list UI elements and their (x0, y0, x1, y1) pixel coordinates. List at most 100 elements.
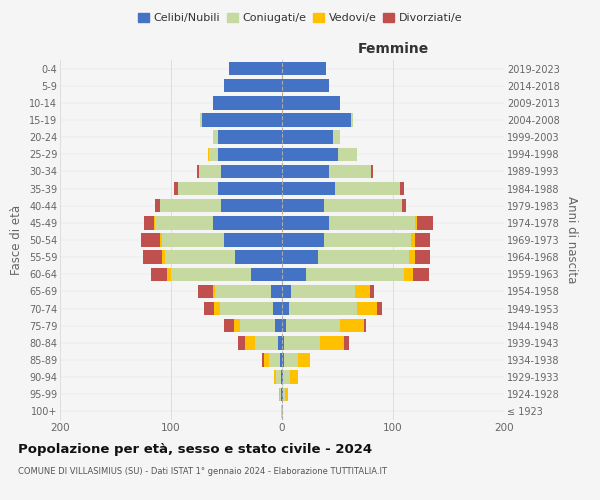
Bar (167, 268, 171, 281)
Bar (171, 268, 251, 281)
Bar (162, 234, 224, 246)
Bar (329, 164, 371, 178)
Bar (282, 302, 289, 316)
Bar (200, 114, 202, 126)
Bar (215, 284, 271, 298)
Bar (320, 336, 344, 349)
Bar (178, 182, 218, 196)
Bar (283, 388, 286, 401)
Bar (155, 216, 213, 230)
Bar (329, 216, 415, 230)
Bar (218, 130, 282, 144)
Bar (197, 284, 213, 298)
Bar (289, 302, 358, 316)
Bar (235, 250, 282, 264)
Bar (155, 199, 160, 212)
Bar (234, 319, 240, 332)
Bar (281, 404, 282, 418)
Bar (282, 216, 329, 230)
Bar (199, 164, 221, 178)
Bar (291, 284, 355, 298)
Bar (143, 250, 162, 264)
Bar (213, 284, 215, 298)
Bar (409, 250, 415, 264)
Bar (286, 319, 340, 332)
Bar (269, 354, 280, 366)
Bar (415, 234, 430, 246)
Bar (282, 404, 283, 418)
Bar (224, 319, 234, 332)
Bar (282, 114, 351, 126)
Bar (324, 199, 402, 212)
Bar (282, 370, 283, 384)
Bar (284, 354, 298, 366)
Bar (214, 302, 220, 316)
Bar (280, 354, 282, 366)
Bar (415, 216, 418, 230)
Bar (340, 319, 364, 332)
Bar (154, 216, 155, 230)
Bar (282, 96, 340, 110)
Bar (344, 336, 349, 349)
Bar (290, 370, 298, 384)
Bar (275, 319, 282, 332)
Bar (277, 370, 281, 384)
Bar (271, 284, 282, 298)
Bar (224, 79, 282, 92)
Bar (251, 268, 282, 281)
Bar (283, 370, 290, 384)
Bar (370, 284, 374, 298)
Bar (175, 182, 178, 196)
Bar (238, 336, 245, 349)
Bar (262, 354, 264, 366)
Bar (264, 354, 269, 366)
Bar (282, 79, 329, 92)
Bar (284, 336, 320, 349)
Bar (208, 148, 209, 161)
Bar (281, 388, 282, 401)
Text: Femmine: Femmine (358, 42, 428, 56)
Bar (273, 302, 282, 316)
Bar (280, 388, 281, 401)
Bar (197, 164, 199, 178)
Bar (337, 148, 358, 161)
Bar (220, 302, 273, 316)
Y-axis label: Anni di nascita: Anni di nascita (565, 196, 578, 284)
Bar (282, 284, 291, 298)
Bar (151, 268, 167, 281)
Bar (245, 336, 256, 349)
Bar (160, 234, 162, 246)
Bar (278, 388, 280, 401)
Bar (371, 164, 373, 178)
Bar (282, 388, 283, 401)
Bar (166, 250, 235, 264)
Bar (282, 62, 326, 76)
Bar (418, 216, 433, 230)
Bar (229, 62, 282, 76)
Bar (282, 354, 284, 366)
Bar (286, 388, 287, 401)
Bar (282, 336, 284, 349)
Legend: Celibi/Nubili, Coniugati/e, Vedovi/e, Divorziati/e: Celibi/Nubili, Coniugati/e, Vedovi/e, Di… (136, 10, 464, 26)
Bar (221, 199, 282, 212)
Bar (282, 148, 337, 161)
Bar (307, 268, 404, 281)
Bar (317, 250, 409, 264)
Bar (413, 268, 428, 281)
Bar (324, 234, 411, 246)
Bar (141, 234, 160, 246)
Bar (162, 250, 166, 264)
Bar (282, 268, 307, 281)
Bar (240, 319, 275, 332)
Bar (218, 148, 282, 161)
Bar (213, 216, 282, 230)
Bar (221, 164, 282, 178)
Bar (281, 370, 282, 384)
Bar (351, 114, 353, 126)
Bar (298, 354, 310, 366)
Bar (282, 182, 335, 196)
Bar (377, 302, 382, 316)
Text: COMUNE DI VILLASIMIUS (SU) - Dati ISTAT 1° gennaio 2024 - Elaborazione TUTTITALI: COMUNE DI VILLASIMIUS (SU) - Dati ISTAT … (18, 468, 387, 476)
Bar (145, 216, 154, 230)
Bar (400, 182, 404, 196)
